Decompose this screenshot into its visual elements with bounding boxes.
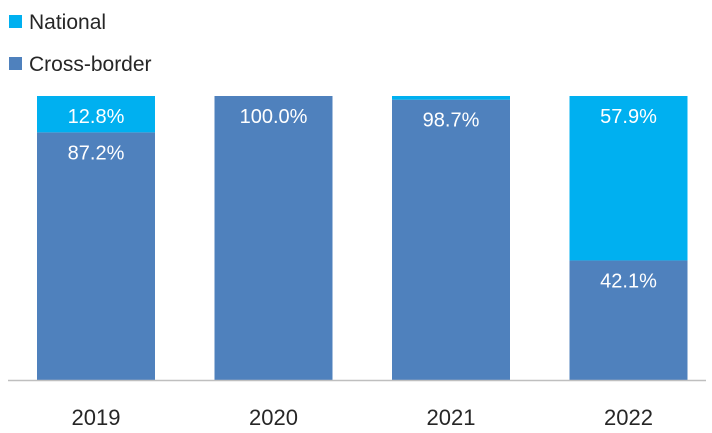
- bar-cross-border-2021: [392, 99, 510, 380]
- bar-national-2019: [37, 96, 155, 133]
- data-label-national-2022: 57.9%: [600, 106, 657, 128]
- bars: [37, 96, 688, 380]
- x-tick-label-2022: 2022: [604, 405, 653, 430]
- legend-label-national: National: [29, 11, 106, 34]
- x-tick-label-2019: 2019: [72, 405, 121, 430]
- legend-swatch-national: [9, 15, 22, 28]
- legend-label-cross-border: Cross-border: [29, 53, 152, 76]
- bar-national-2021: [392, 96, 510, 100]
- x-tick-label-2021: 2021: [427, 405, 476, 430]
- data-label-cross-border-2020: 100.0%: [240, 106, 308, 128]
- bar-national-2022: [569, 96, 688, 261]
- legend: National Cross-border: [9, 11, 152, 76]
- x-tick-label-2020: 2020: [249, 405, 298, 430]
- data-label-cross-border-2022: 42.1%: [600, 270, 657, 292]
- data-label-national-2019: 12.8%: [68, 106, 125, 128]
- bar-cross-border-2022: [569, 260, 688, 380]
- bar-cross-border-2019: [37, 132, 155, 380]
- data-label-cross-border-2021: 98.7%: [423, 110, 480, 132]
- bar-cross-border-2020: [214, 96, 333, 380]
- data-labels: 87.2% 12.8% 100.0% 98.7% 42.1% 57.9%: [68, 106, 657, 292]
- x-tick-labels: 2019 2020 2021 2022: [72, 405, 653, 430]
- legend-swatch-cross-border: [9, 57, 22, 70]
- data-label-cross-border-2019: 87.2%: [68, 142, 125, 164]
